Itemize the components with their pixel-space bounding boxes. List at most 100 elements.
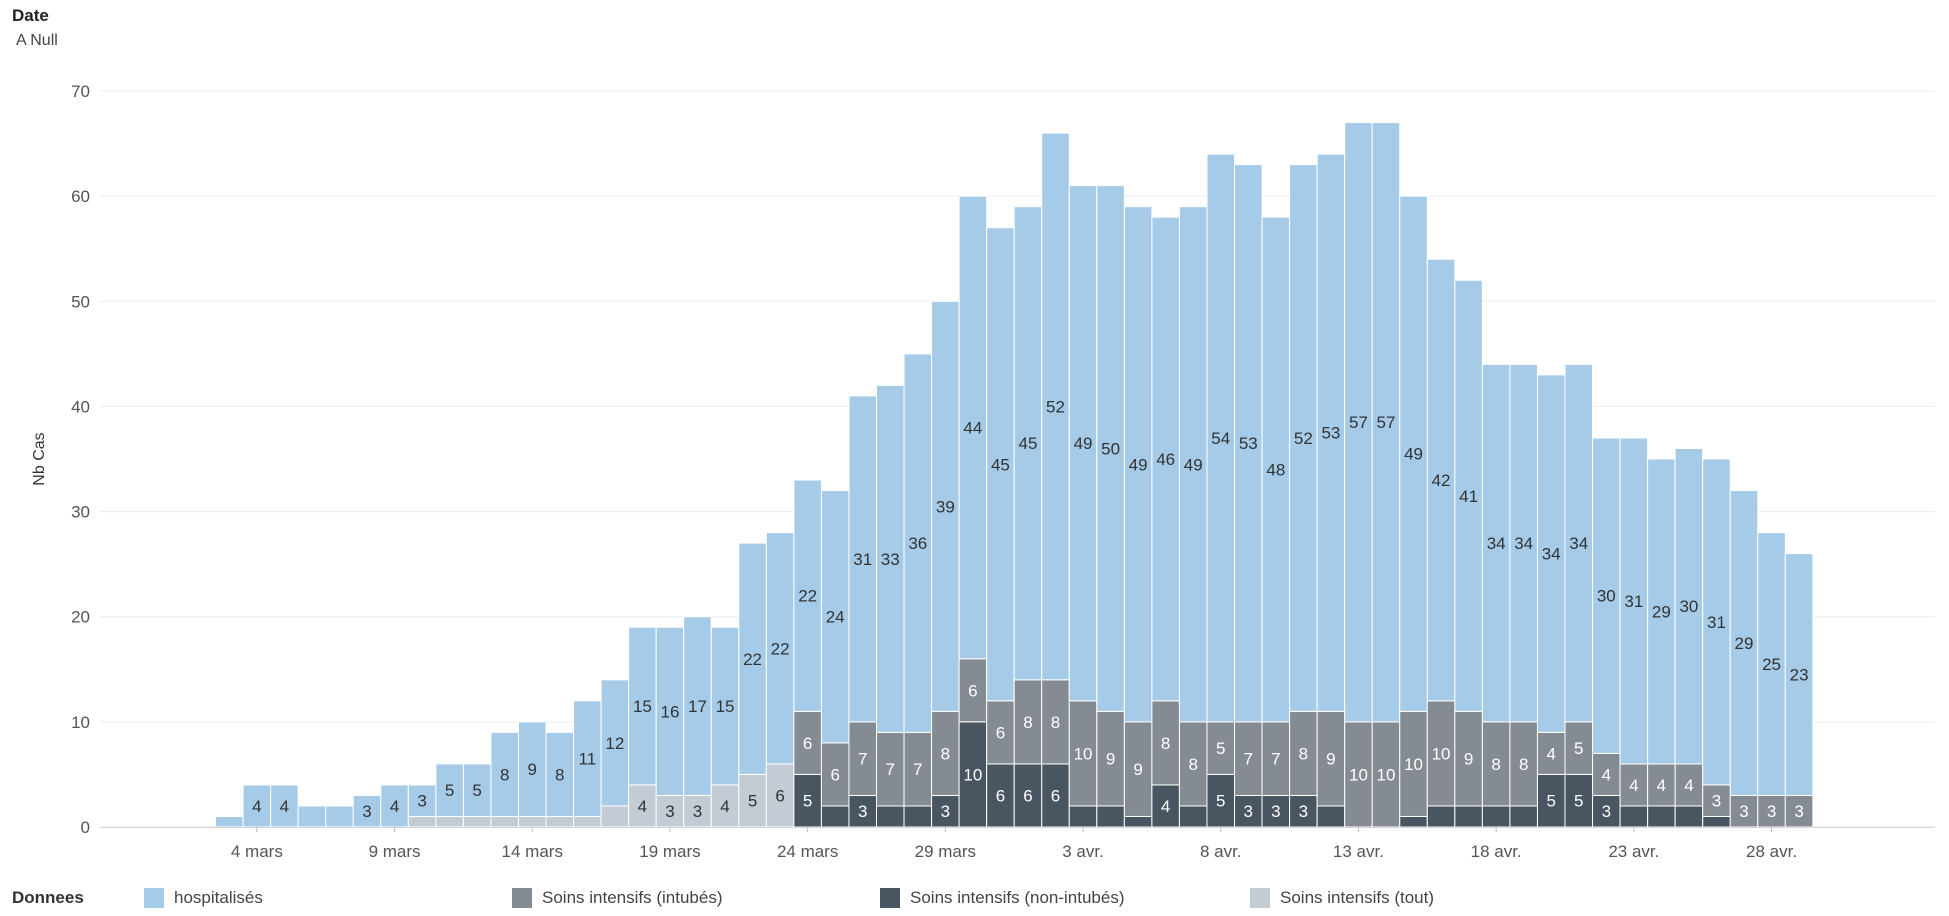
data-label: 4 <box>1657 776 1666 795</box>
bar-segment <box>1013 206 1043 681</box>
data-label: 49 <box>1129 455 1148 474</box>
data-label: 10 <box>1404 755 1423 774</box>
data-label: 57 <box>1377 413 1396 432</box>
bar-segment <box>325 805 354 828</box>
data-label: 5 <box>748 792 757 811</box>
bar-segment <box>1068 700 1098 807</box>
bar-segment <box>820 742 850 807</box>
data-label: 8 <box>941 744 950 763</box>
data-label: 49 <box>1074 434 1093 453</box>
data-label: 23 <box>1790 666 1809 685</box>
legend-item-tout[interactable]: Soins intensifs (tout) <box>1250 888 1434 908</box>
data-label: 8 <box>555 765 564 784</box>
bar-segment <box>1481 721 1511 807</box>
data-label: 3 <box>858 802 867 821</box>
data-label: 9 <box>528 760 537 779</box>
data-label: 10 <box>963 765 982 784</box>
bar-segment <box>1178 805 1208 828</box>
data-label: 5 <box>1574 739 1583 758</box>
data-label: 46 <box>1156 450 1175 469</box>
data-label: 34 <box>1569 534 1588 553</box>
bar-segment <box>600 679 630 807</box>
data-label: 3 <box>1271 802 1280 821</box>
data-label: 7 <box>886 760 895 779</box>
legend-item-intubes[interactable]: Soins intensifs (intubés) <box>512 888 722 908</box>
data-label: 4 <box>1546 744 1555 763</box>
data-label: 10 <box>1432 744 1451 763</box>
bar-segment <box>407 784 437 817</box>
legend-label-tout: Soins intensifs (tout) <box>1280 888 1435 907</box>
bar-segment <box>628 626 657 786</box>
data-label: 4 <box>280 797 289 816</box>
data-label: 3 <box>1244 802 1253 821</box>
bar-segment <box>1289 164 1318 712</box>
data-label: 3 <box>1739 802 1748 821</box>
bar-segment <box>1426 258 1456 702</box>
bar-segment <box>1234 794 1263 828</box>
data-label: 30 <box>1679 597 1698 616</box>
bar-segment <box>1674 447 1704 765</box>
data-label: 34 <box>1487 534 1506 553</box>
bar-segment <box>1702 784 1731 817</box>
data-label: 6 <box>775 786 784 805</box>
legend-item-hospitalises[interactable]: hospitalisés <box>144 888 263 908</box>
data-label: 31 <box>1624 592 1643 611</box>
bar-segment <box>1068 805 1098 828</box>
bar-segment <box>1261 794 1291 828</box>
bar-segment <box>683 616 712 796</box>
data-label: 49 <box>1404 445 1423 464</box>
bar-segment <box>738 542 767 775</box>
bar-segment <box>1399 710 1428 817</box>
bar-segment <box>876 384 905 733</box>
bar-segment <box>517 815 547 828</box>
data-label: 17 <box>688 697 707 716</box>
bar-segment <box>1619 805 1649 828</box>
data-label: 48 <box>1266 461 1285 480</box>
bar-segment <box>1784 553 1814 796</box>
data-label: 8 <box>500 765 509 784</box>
data-label: 22 <box>743 650 762 669</box>
legend-swatch-tout <box>1250 888 1270 908</box>
bar-segment <box>1536 374 1566 733</box>
legend-item-non-intubes[interactable]: Soins intensifs (non-intubés) <box>880 888 1125 908</box>
data-label: 5 <box>472 781 481 800</box>
data-label: 6 <box>830 765 839 784</box>
bar-segment <box>931 300 960 712</box>
data-label: 41 <box>1459 487 1478 506</box>
data-label: 7 <box>1271 750 1280 769</box>
bar-segment <box>793 479 822 712</box>
data-label: 4 <box>1161 797 1170 816</box>
bar-segment <box>655 626 685 796</box>
bar-segment <box>1013 763 1043 828</box>
bar-segment <box>1619 437 1649 765</box>
bar-segment <box>1096 185 1125 712</box>
data-label: 8 <box>1051 713 1060 732</box>
legend: Donnees hospitalisés Soins intensifs (in… <box>12 888 1942 912</box>
bar-segment <box>1041 132 1070 681</box>
data-label: 10 <box>1349 765 1368 784</box>
data-label: 34 <box>1542 545 1561 564</box>
bar-segment <box>407 815 437 828</box>
data-label: 12 <box>605 734 624 753</box>
bar-segment <box>1564 363 1594 723</box>
x-tick-label: 9 mars <box>369 842 421 861</box>
bar-segment <box>820 805 850 828</box>
bar-segment <box>1316 805 1346 828</box>
y-tick-label: 50 <box>71 292 90 311</box>
bar-segment <box>1206 153 1236 723</box>
data-label: 3 <box>693 802 702 821</box>
x-tick-label: 4 mars <box>231 842 283 861</box>
bar-segment <box>1702 815 1731 828</box>
data-label: 8 <box>1491 755 1500 774</box>
data-label: 57 <box>1349 413 1368 432</box>
bar-segment <box>462 815 492 828</box>
bar-segment <box>1068 185 1098 702</box>
data-label: 5 <box>1216 792 1225 811</box>
bar-segment <box>1261 721 1291 796</box>
x-tick-label: 23 avr. <box>1608 842 1659 861</box>
bar-segment <box>1426 700 1456 807</box>
legend-swatch-hospitalises <box>144 888 164 908</box>
bar-segment <box>1316 153 1346 712</box>
bar-segment <box>1178 721 1208 807</box>
data-label: 8 <box>1519 755 1528 774</box>
